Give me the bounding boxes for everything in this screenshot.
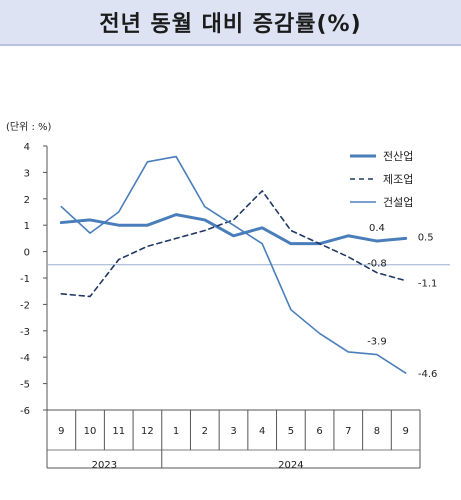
x-tick-label: 2 <box>202 426 208 437</box>
year-label: 2023 <box>92 460 117 471</box>
x-tick-label: 9 <box>402 426 408 437</box>
y-tick-label: -3 <box>20 327 30 338</box>
y-tick-label: 2 <box>24 195 30 206</box>
data-label: 0.5 <box>418 232 434 243</box>
x-tick-label: 8 <box>374 426 380 437</box>
x-tick-label: 11 <box>112 426 125 437</box>
y-tick-label: -1 <box>20 274 30 285</box>
x-tick-label: 12 <box>141 426 154 437</box>
year-label: 2024 <box>278 460 303 471</box>
x-tick-label: 6 <box>316 426 322 437</box>
data-label: -0.8 <box>367 259 387 270</box>
y-tick-label: -6 <box>20 406 30 417</box>
x-tick-label: 10 <box>84 426 97 437</box>
x-tick-label: 5 <box>288 426 294 437</box>
page-title: 전년 동월 대비 증감률(%) <box>99 12 362 37</box>
legend-label-2: 건설업 <box>383 196 413 209</box>
x-tick-label: 9 <box>58 426 64 437</box>
y-tick-label: 0 <box>24 248 30 259</box>
data-label: -4.6 <box>418 369 438 380</box>
data-label: -1.1 <box>418 279 438 290</box>
y-tick-label: 3 <box>24 168 30 179</box>
unit-label: (단위 : %) <box>6 120 52 133</box>
legend-label-1: 제조업 <box>383 173 413 186</box>
x-tick-label: 1 <box>173 426 179 437</box>
y-tick-label: -2 <box>20 300 30 311</box>
legend-label-0: 전산업 <box>383 150 413 163</box>
x-tick-label: 7 <box>345 426 351 437</box>
x-tick-label: 3 <box>230 426 236 437</box>
x-tick-label: 4 <box>259 426 265 437</box>
y-tick-label: 4 <box>24 142 30 153</box>
y-tick-label: -5 <box>20 380 30 391</box>
y-tick-label: -4 <box>20 353 30 364</box>
data-label: 0.4 <box>369 223 385 234</box>
title-bar: 전년 동월 대비 증감률(%) <box>0 0 461 46</box>
y-tick-label: 1 <box>24 221 30 232</box>
series-line-1 <box>60 190 407 298</box>
data-label: -3.9 <box>367 337 387 348</box>
